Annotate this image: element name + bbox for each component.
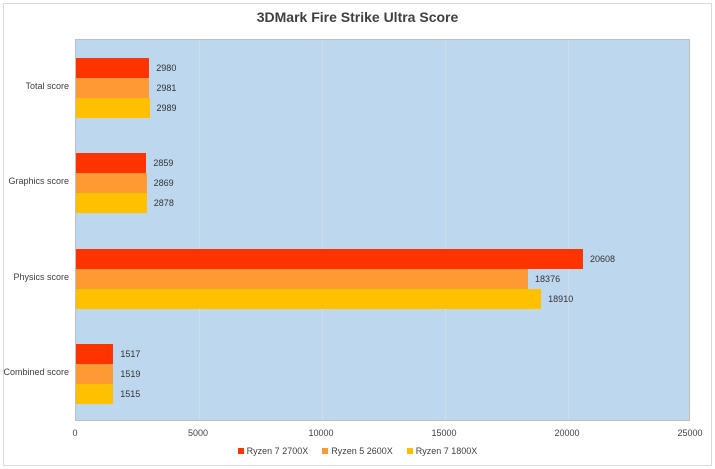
data-label: 18910 xyxy=(548,293,574,304)
bar xyxy=(76,97,150,118)
category-label: Combined score xyxy=(3,367,69,378)
legend-swatch-icon xyxy=(237,448,244,454)
legend-swatch-icon xyxy=(406,448,413,454)
plot-area: 2980 2981 2989 2859 2869 2878 20608 18376 18910 1… xyxy=(75,39,690,421)
x-tick-label: 15000 xyxy=(431,428,457,438)
category-label: Graphics score xyxy=(8,176,69,187)
legend-label: Ryzen 7 1800X xyxy=(415,446,478,456)
data-label: 1517 xyxy=(120,349,141,360)
data-label: 2981 xyxy=(156,82,177,93)
x-tick-label: 10000 xyxy=(308,428,334,438)
category-label: Physics score xyxy=(13,271,69,282)
legend: Ryzen 7 2700X Ryzen 5 2600X Ryzen 7 1800X xyxy=(0,446,715,456)
data-label: 2980 xyxy=(156,62,177,73)
gridline xyxy=(445,40,446,420)
gridline xyxy=(322,40,323,420)
legend-swatch-icon xyxy=(322,448,329,454)
x-tick-label: 20000 xyxy=(554,428,580,438)
legend-item: Ryzen 7 2700X xyxy=(237,446,309,456)
bar xyxy=(76,268,529,289)
bar xyxy=(76,248,583,269)
gridline xyxy=(199,40,200,420)
x-tick-label: 0 xyxy=(72,428,78,438)
data-label: 1515 xyxy=(120,389,141,400)
data-label: 20608 xyxy=(589,253,615,264)
legend-label: Ryzen 5 2600X xyxy=(331,446,393,456)
bar xyxy=(76,344,114,365)
bar xyxy=(76,193,147,214)
bar xyxy=(76,57,150,78)
bar xyxy=(76,153,147,174)
data-label: 1519 xyxy=(120,369,141,380)
data-label: 2869 xyxy=(153,178,174,189)
legend-item: Ryzen 7 1800X xyxy=(406,446,478,456)
gridline xyxy=(568,40,569,420)
bar xyxy=(76,77,150,98)
x-tick-label: 5000 xyxy=(187,428,209,438)
data-label: 18376 xyxy=(535,273,561,284)
legend-label: Ryzen 7 2700X xyxy=(246,446,309,456)
bar xyxy=(76,288,542,309)
category-label: Total score xyxy=(25,80,69,91)
data-label: 2989 xyxy=(156,102,177,113)
bar xyxy=(76,173,147,194)
data-label: 2878 xyxy=(153,198,174,209)
chart-title: 3DMark Fire Strike Ultra Score xyxy=(256,9,459,25)
data-label: 2859 xyxy=(153,158,174,169)
bar xyxy=(76,384,114,405)
legend-item: Ryzen 5 2600X xyxy=(322,446,393,456)
x-tick-label: 25000 xyxy=(677,428,703,438)
bar xyxy=(76,364,114,385)
